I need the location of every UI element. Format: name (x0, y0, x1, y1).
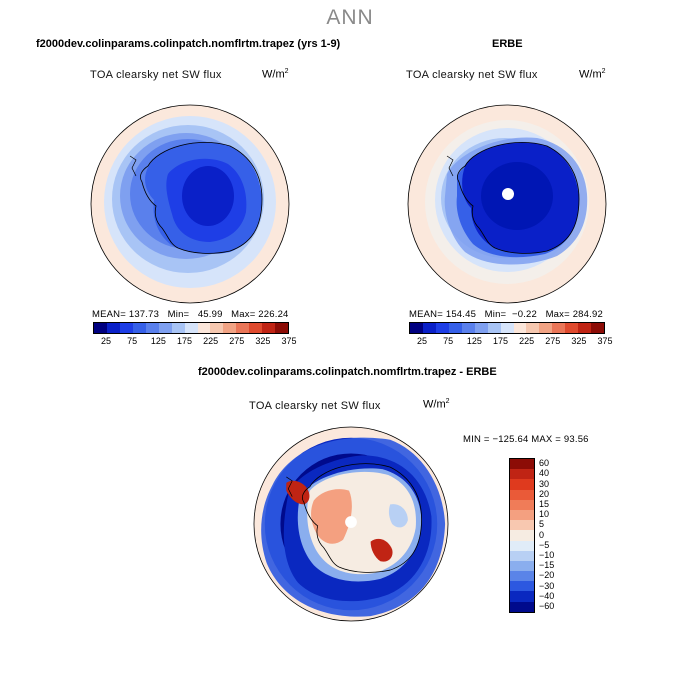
diff-colorbar-swatch (510, 540, 534, 551)
model-colorbar-swatch (275, 323, 289, 333)
season-title: ANN (326, 6, 374, 29)
obs-variable-label: TOA clearsky net SW flux (406, 69, 538, 81)
diff-colorbar-swatch (510, 571, 534, 582)
diff-colorbar-label: 20 (539, 488, 550, 499)
obs-colorbar-swatch (500, 323, 514, 333)
obs-colorbar-label: 375 (597, 336, 613, 346)
diff-colorbar-label: 30 (539, 478, 550, 489)
obs-colorbar-swatch (552, 323, 566, 333)
obs-colorbar-label: 125 (466, 336, 482, 346)
obs-units-label: W/m2 (579, 68, 606, 81)
diff-colorbar-swatch (510, 489, 534, 500)
model-colorbar-swatch (249, 323, 263, 333)
diff-colorbar-swatch (510, 469, 534, 480)
diff-colorbar-label: 40 (539, 468, 550, 479)
obs-colorbar-swatch (526, 323, 540, 333)
diff-colorbar-label: −40 (539, 590, 555, 601)
diff-colorbar-swatch (510, 499, 534, 510)
model-colorbar-swatch (197, 323, 211, 333)
model-colorbar-swatch (132, 323, 146, 333)
model-colorbar-swatch (106, 323, 120, 333)
model-colorbar-label: 125 (150, 336, 166, 346)
model-colorbar-swatch (184, 323, 198, 333)
model-colorbar (93, 322, 289, 334)
model-colorbar-swatch (94, 323, 107, 333)
obs-colorbar-label: 75 (443, 336, 454, 346)
obs-colorbar-swatch (435, 323, 449, 333)
model-units-label: W/m2 (262, 68, 289, 81)
obs-colorbar (409, 322, 605, 334)
diff-units-label: W/m2 (423, 398, 450, 411)
model-colorbar-label: 275 (229, 336, 245, 346)
obs-colorbar-label: 325 (571, 336, 587, 346)
obs-colorbar-swatch (410, 323, 423, 333)
diff-colorbar-label: 60 (539, 458, 550, 469)
model-colorbar-swatch (158, 323, 172, 333)
diff-colorbar-label: 5 (539, 519, 545, 530)
diff-colorbar-label: 15 (539, 498, 550, 509)
diff-colorbar-swatch (510, 591, 534, 602)
model-colorbar-swatch (223, 323, 237, 333)
diff-colorbar-swatch (510, 550, 534, 561)
model-variable-label: TOA clearsky net SW flux (90, 69, 222, 81)
model-colorbar-label: 375 (281, 336, 297, 346)
diff-colorbar-label: 0 (539, 529, 545, 540)
obs-colorbar-swatch (591, 323, 605, 333)
model-polar-map (90, 104, 290, 304)
model-colorbar-label: 325 (255, 336, 271, 346)
diff-colorbar-label: −30 (539, 580, 555, 591)
model-colorbar-swatch (262, 323, 276, 333)
obs-colorbar-swatch (578, 323, 592, 333)
diff-minmax: MIN = −125.64 MAX = 93.56 (463, 434, 589, 445)
diff-colorbar-labels: 60 40 30 20 15 10 5 0 −5 −10 −15 −20 −30 −40 −60 (539, 458, 579, 612)
diff-variable-label: TOA clearsky net SW flux (249, 400, 381, 412)
model-colorbar-swatch (210, 323, 224, 333)
diff-colorbar-swatch (510, 479, 534, 490)
model-panel-title: f2000dev.colinparams.colinpatch.nomflrtm… (36, 38, 341, 50)
diff-colorbar-swatch (510, 459, 534, 470)
diff-colorbar-swatch (510, 520, 534, 531)
obs-colorbar-swatch (513, 323, 527, 333)
obs-panel-title: ERBE (492, 38, 523, 50)
obs-colorbar-swatch (448, 323, 462, 333)
model-stats: MEAN= 137.73 Min= 45.99 Max= 226.24 (92, 309, 289, 320)
diff-colorbar-label: −5 (539, 539, 550, 550)
model-colorbar-label: 225 (203, 336, 219, 346)
obs-colorbar-label: 275 (545, 336, 561, 346)
obs-stats: MEAN= 154.45 Min= −0.22 Max= 284.92 (409, 309, 603, 320)
diff-colorbar-label: −15 (539, 560, 555, 571)
obs-colorbar-label: 225 (519, 336, 535, 346)
obs-colorbar-swatch (539, 323, 553, 333)
model-colorbar-swatch (171, 323, 185, 333)
obs-colorbar-swatch (565, 323, 579, 333)
diff-colorbar-label: −10 (539, 549, 555, 560)
diff-colorbar-swatch (510, 581, 534, 592)
diff-colorbar-label: −60 (539, 600, 555, 611)
diff-colorbar (509, 458, 535, 613)
obs-colorbar-swatch (461, 323, 475, 333)
obs-colorbar-label: 25 (417, 336, 428, 346)
obs-colorbar-label: 175 (492, 336, 508, 346)
model-colorbar-label: 175 (176, 336, 192, 346)
diff-colorbar-swatch (510, 530, 534, 541)
obs-colorbar-swatch (487, 323, 501, 333)
model-colorbar-label: 25 (101, 336, 112, 346)
diff-colorbar-label: −20 (539, 570, 555, 581)
obs-colorbar-swatch (422, 323, 436, 333)
model-colorbar-swatch (119, 323, 133, 333)
model-colorbar-swatch (145, 323, 159, 333)
diff-panel-title: f2000dev.colinparams.colinpatch.nomflrtm… (198, 366, 497, 378)
diff-polar-map (253, 426, 449, 622)
diff-colorbar-swatch (510, 560, 534, 572)
diff-colorbar-label: 10 (539, 509, 550, 520)
diff-colorbar-swatch (510, 601, 534, 612)
model-colorbar-label: 75 (127, 336, 138, 346)
diff-colorbar-swatch (510, 509, 534, 521)
obs-colorbar-swatch (474, 323, 488, 333)
model-colorbar-swatch (236, 323, 250, 333)
obs-polar-map (407, 104, 607, 304)
